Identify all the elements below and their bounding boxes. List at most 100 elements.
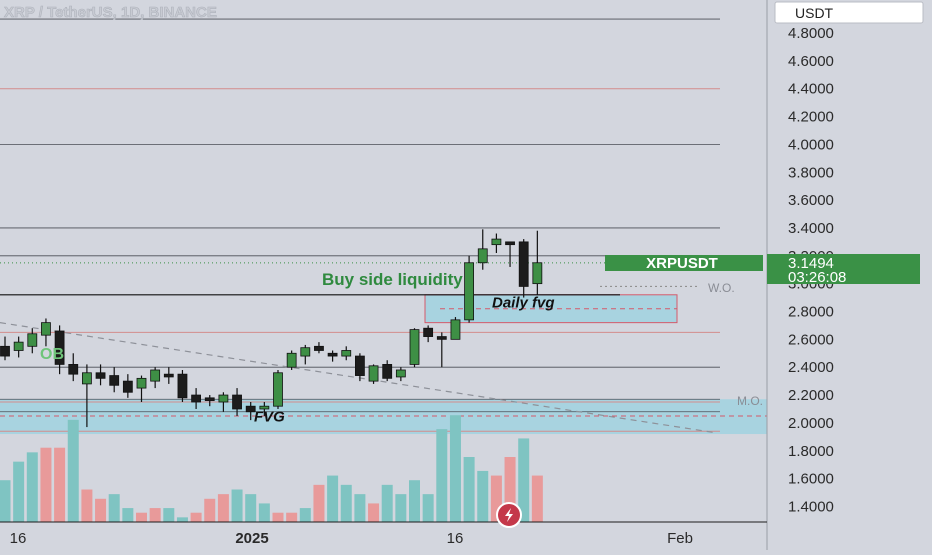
price-tick-label: 4.8000 [788,25,834,42]
fvg-zone [0,399,767,435]
wo-label: W.O. [708,281,735,295]
buy-side-liquidity-label: Buy side liquidity [322,270,463,289]
volume-bar [108,494,120,522]
chart-title: XRP / TetherUS, 1D, BINANCE [4,4,217,21]
price-tick-label: 2.0000 [788,415,834,432]
price-tick-label: 1.4000 [788,498,834,515]
price-axis[interactable]: 4.8000 4.6000 4.4000 4.2000 4.0000 3.8000 3.60… [788,25,834,515]
price-tick-label: 1.6000 [788,471,834,488]
candle-body [354,355,365,376]
candle-body [232,394,242,410]
candle-body [136,377,147,389]
candle-countdown: 03:26:08 [788,269,846,286]
price-tick-label: 2.4000 [788,359,834,376]
volume-bar [40,447,52,522]
current-price-tag [767,254,920,284]
volume-bar [136,512,147,522]
volume-bar [490,475,502,522]
volume-bar [54,447,66,522]
candle-body [477,248,488,264]
volume-bar [531,475,543,522]
candle-body [204,397,215,402]
volume-bar [217,494,229,522]
candle-body [505,241,515,246]
candle-body [409,329,420,365]
candle-body [95,372,106,379]
time-tick-label: 16 [447,530,464,547]
volume-bar [26,452,38,522]
volume-bar [204,498,216,522]
lightning-badge[interactable] [496,502,522,528]
candle-body [450,319,461,340]
price-tick-label: 3.4000 [788,220,834,237]
price-tick-label: 3.6000 [788,192,834,209]
volume-bar [504,457,516,522]
price-tick-label: 1.8000 [788,443,834,460]
candle-body [0,345,10,357]
price-tick-label: 2.6000 [788,331,834,348]
volume-bar [163,508,175,522]
volume-bar [477,470,489,522]
candle-body [314,345,324,351]
time-tick-label: Feb [667,530,693,547]
candle-body [341,350,352,357]
currency-selector[interactable]: USDT [774,1,924,24]
lightning-glyph [505,508,513,522]
candle-body [177,373,188,399]
candle-body [27,333,38,347]
candle-body [273,372,283,407]
level-lines [0,18,767,435]
price-label-right: 3.1494 03:26:08 [767,254,920,286]
candle-body [109,375,120,386]
volume-bar [463,457,475,522]
candle-body [163,373,174,378]
symbol-tag [605,255,763,271]
volume-bar [327,475,339,522]
volume-bar [272,512,284,522]
volume-bar [231,489,243,522]
volume-bar [245,494,257,522]
candle-body [532,262,543,285]
volume-bar [436,429,448,522]
price-tick-label: 4.4000 [788,81,834,98]
volume-bar [395,494,407,522]
volume-bar [368,503,380,522]
volume-bar [176,517,188,522]
candle-body [13,341,24,351]
candle-body [54,330,65,365]
volume-bar [422,494,434,522]
volume-bar [149,508,161,522]
candle-body [300,347,311,357]
fvg-label: FVG [254,409,285,426]
ob-label: OB [40,346,64,363]
volume-bar [286,512,298,522]
price-tick-label: 4.2000 [788,109,834,126]
time-tick-label: 16 [10,530,27,547]
candle-body [245,405,256,413]
mo-label: M.O. [737,394,763,408]
symbol-tag-text: XRPUSDT [646,255,718,272]
volume-bar [13,461,25,522]
time-tick-label: 2025 [235,530,268,547]
candle-body [491,238,502,246]
candle-body [423,327,434,337]
price-tick-label: 3.8000 [788,164,834,181]
currency-selector-box[interactable] [774,1,924,24]
current-price: 3.1494 [788,255,834,272]
candle-body [436,336,447,340]
volume-bar [67,419,79,522]
candle-body [327,352,338,357]
candle-body [382,364,393,379]
volume-bar [313,484,325,522]
currency-label: USDT [795,5,834,21]
volume-bar [409,480,420,522]
price-tick-label: 4.0000 [788,136,834,153]
volume-bar [95,498,107,522]
candle-body [122,380,133,393]
volume-bar [258,503,270,522]
candle-body [150,369,161,382]
time-axis[interactable]: 16 2025 16 Feb [10,530,693,547]
volume-bar [449,415,461,522]
